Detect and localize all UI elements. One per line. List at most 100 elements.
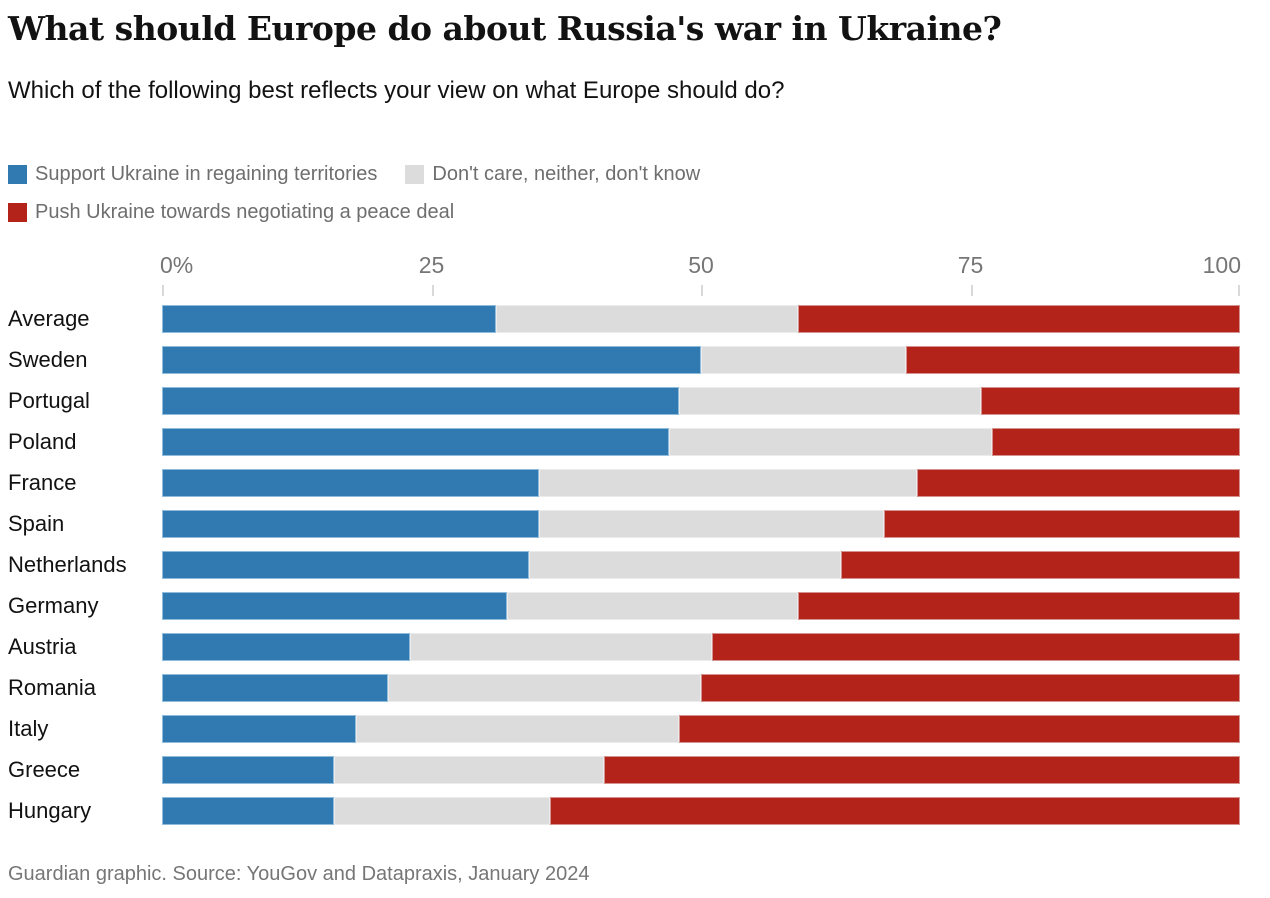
bar-track-germany	[162, 592, 1240, 620]
legend-item-support: Support Ukraine in regaining territories	[8, 163, 377, 186]
legend-label-neutral: Don't care, neither, don't know	[432, 162, 701, 185]
bar-segment-peace-average	[798, 305, 1240, 333]
legend-swatch-support	[8, 164, 27, 184]
legend-swatch-peace	[8, 202, 27, 222]
bar-segment-peace-portugal	[981, 387, 1240, 415]
bar-segment-neutral-greece	[334, 756, 604, 784]
chart-row-italy: Italy	[8, 715, 1262, 743]
legend-item-neutral: Don't care, neither, don't know	[405, 163, 700, 186]
page-title: What should Europe do about Russia's war…	[8, 9, 1002, 48]
bar-segment-peace-netherlands	[841, 551, 1240, 579]
chart-row-sweden: Sweden	[8, 346, 1262, 374]
legend-row-1: Support Ukraine in regaining territories…	[8, 162, 1262, 186]
bar-track-romania	[162, 674, 1240, 702]
legend-label-support: Support Ukraine in regaining territories	[35, 162, 378, 185]
x-axis-tick-mark	[162, 285, 164, 296]
row-label-germany: Germany	[8, 593, 99, 618]
bar-segment-support-netherlands	[162, 551, 529, 579]
bar-segment-neutral-netherlands	[528, 551, 842, 579]
bar-track-greece	[162, 756, 1240, 784]
bar-segment-support-spain	[162, 510, 540, 538]
bar-segment-peace-germany	[798, 592, 1240, 620]
bar-segment-support-average	[162, 305, 497, 333]
x-axis-tick-mark	[970, 285, 973, 296]
row-label-france: France	[8, 470, 77, 495]
bar-track-austria	[162, 633, 1240, 661]
row-label-austria: Austria	[8, 634, 77, 659]
bar-segment-peace-hungary	[550, 797, 1240, 825]
chart-subtitle: Which of the following best reflects you…	[8, 77, 785, 104]
legend-row-2: Push Ukraine towards negotiating a peace…	[8, 200, 1262, 224]
bar-segment-neutral-portugal	[679, 387, 982, 415]
x-axis: 0% 25 50 75 100	[160, 250, 1241, 296]
x-axis-tick-label-25: 25	[418, 252, 445, 278]
bar-track-hungary	[162, 797, 1240, 825]
bar-segment-neutral-italy	[356, 715, 680, 743]
x-axis-tick-label-0: 0%	[160, 252, 194, 278]
chart-row-spain: Spain	[8, 510, 1262, 538]
bar-track-sweden	[162, 346, 1240, 374]
legend-swatch-neutral	[405, 164, 425, 184]
x-axis-tick-mark	[701, 285, 703, 296]
row-label-romania: Romania	[8, 675, 97, 700]
row-label-netherlands: Netherlands	[8, 552, 127, 577]
bar-segment-peace-sweden	[905, 346, 1240, 374]
bar-segment-support-poland	[162, 428, 669, 456]
chart-row-portugal: Portugal	[8, 387, 1262, 415]
bar-track-portugal	[162, 387, 1240, 415]
bar-segment-peace-austria	[711, 633, 1240, 661]
x-axis-tick-label-75: 75	[957, 252, 984, 278]
bar-segment-support-italy	[162, 715, 357, 743]
bar-segment-support-romania	[162, 674, 389, 702]
bar-track-average	[162, 305, 1240, 333]
bar-segment-support-germany	[162, 592, 507, 620]
chart-row-netherlands: Netherlands	[8, 551, 1262, 579]
bar-segment-peace-romania	[700, 674, 1240, 702]
bar-segment-support-sweden	[162, 346, 701, 374]
chart-row-austria: Austria	[8, 633, 1262, 661]
x-axis-tick-label-100: 100	[1202, 252, 1241, 278]
bar-rows: Average Sweden Portugal Poland France Spain Ne…	[8, 305, 1262, 825]
bar-segment-peace-italy	[679, 715, 1240, 743]
bar-segment-neutral-austria	[409, 633, 712, 661]
x-axis-tick-mark	[1238, 285, 1240, 296]
bar-segment-neutral-romania	[388, 674, 701, 702]
row-label-greece: Greece	[8, 757, 81, 782]
legend-label-peace: Push Ukraine towards negotiating a peace…	[35, 200, 455, 223]
bar-segment-neutral-hungary	[334, 797, 551, 825]
bar-segment-neutral-france	[539, 469, 917, 497]
bar-segment-neutral-sweden	[701, 346, 906, 374]
bar-segment-neutral-average	[496, 305, 798, 333]
row-label-spain: Spain	[8, 511, 65, 536]
bar-track-france	[162, 469, 1240, 497]
bar-segment-peace-spain	[884, 510, 1240, 538]
chart-row-average: Average	[8, 305, 1262, 333]
row-label-poland: Poland	[8, 429, 77, 454]
bar-segment-support-austria	[162, 633, 410, 661]
chart-row-romania: Romania	[8, 674, 1262, 702]
bar-track-italy	[162, 715, 1240, 743]
bar-segment-neutral-poland	[668, 428, 993, 456]
bar-segment-peace-greece	[603, 756, 1240, 784]
bar-track-spain	[162, 510, 1240, 538]
bar-segment-peace-france	[916, 469, 1240, 497]
chart-row-greece: Greece	[8, 756, 1262, 784]
chart-row-poland: Poland	[8, 428, 1262, 456]
chart-row-germany: Germany	[8, 592, 1262, 620]
bar-segment-neutral-spain	[539, 510, 885, 538]
chart-row-hungary: Hungary	[8, 797, 1262, 825]
x-axis-tick-mark	[431, 285, 434, 296]
bar-segment-support-portugal	[162, 387, 680, 415]
row-label-italy: Italy	[8, 716, 49, 741]
chart-legend: Support Ukraine in regaining territories…	[8, 162, 1262, 224]
bar-segment-support-hungary	[162, 797, 335, 825]
x-axis-tick-label-50: 50	[688, 252, 714, 278]
row-label-hungary: Hungary	[8, 798, 92, 823]
bar-segment-neutral-germany	[506, 592, 798, 620]
row-label-sweden: Sweden	[8, 347, 88, 372]
source-note: Guardian graphic. Source: YouGov and Dat…	[8, 863, 590, 885]
bar-segment-support-france	[162, 469, 540, 497]
legend-item-peace: Push Ukraine towards negotiating a peace…	[8, 201, 454, 224]
bar-segment-peace-poland	[992, 428, 1240, 456]
